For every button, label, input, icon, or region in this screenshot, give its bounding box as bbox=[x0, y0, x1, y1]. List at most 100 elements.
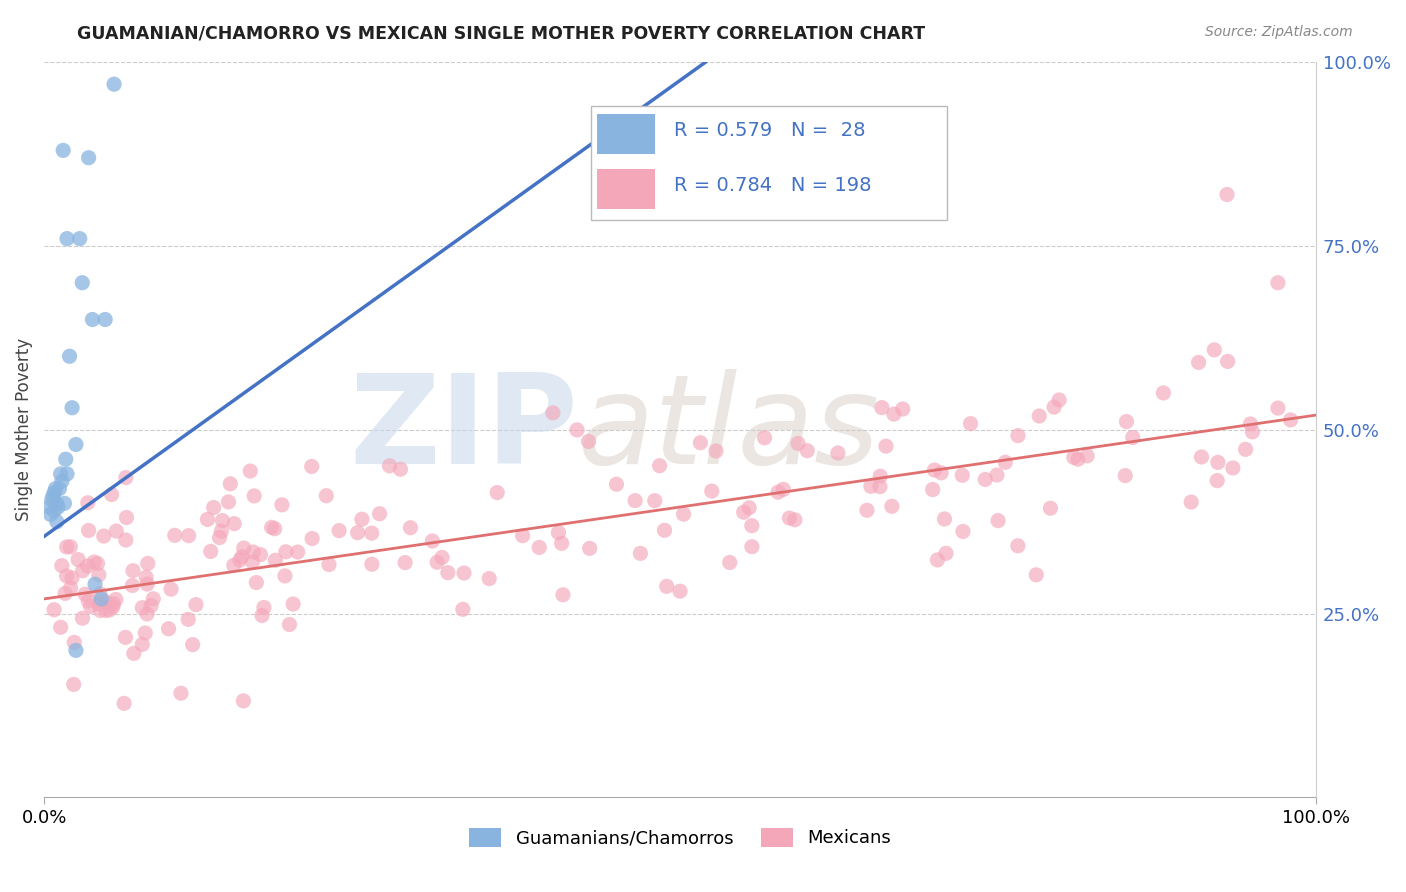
Mexicans bbox=[1267, 276, 1289, 290]
Mexicans bbox=[669, 584, 692, 599]
Mexicans bbox=[136, 557, 159, 571]
Mexicans bbox=[389, 462, 412, 476]
FancyBboxPatch shape bbox=[591, 106, 948, 220]
Mexicans bbox=[231, 549, 253, 564]
Guamanians/Chamorros bbox=[65, 437, 87, 451]
Mexicans bbox=[870, 401, 893, 415]
Mexicans bbox=[245, 575, 267, 590]
Mexicans bbox=[1222, 461, 1244, 475]
Guamanians/Chamorros bbox=[45, 496, 67, 510]
Mexicans bbox=[271, 498, 294, 512]
Guamanians/Chamorros bbox=[44, 485, 66, 500]
Mexicans bbox=[1239, 417, 1261, 431]
Mexicans bbox=[891, 402, 914, 417]
Mexicans bbox=[927, 553, 949, 567]
Mexicans bbox=[42, 603, 65, 617]
Mexicans bbox=[1114, 468, 1136, 483]
Mexicans bbox=[139, 599, 162, 613]
Mexicans bbox=[426, 555, 449, 569]
Mexicans bbox=[100, 487, 122, 501]
Mexicans bbox=[181, 638, 204, 652]
Mexicans bbox=[624, 493, 647, 508]
Mexicans bbox=[328, 524, 350, 538]
Mexicans bbox=[550, 536, 572, 550]
Mexicans bbox=[53, 586, 76, 600]
Mexicans bbox=[55, 569, 77, 583]
Mexicans bbox=[987, 514, 1010, 528]
Mexicans bbox=[1122, 430, 1144, 444]
Mexicans bbox=[170, 686, 193, 700]
Mexicans bbox=[478, 572, 501, 586]
Mexicans bbox=[1076, 449, 1098, 463]
Mexicans bbox=[239, 464, 262, 478]
Mexicans bbox=[318, 558, 340, 572]
Mexicans bbox=[134, 626, 156, 640]
Mexicans bbox=[1067, 452, 1090, 467]
Mexicans bbox=[51, 558, 73, 573]
Mexicans bbox=[869, 469, 891, 483]
Guamanians/Chamorros bbox=[42, 489, 65, 503]
Y-axis label: Single Mother Poverty: Single Mother Poverty bbox=[15, 338, 32, 521]
Mexicans bbox=[87, 597, 110, 611]
Mexicans bbox=[200, 544, 222, 558]
Mexicans bbox=[783, 513, 806, 527]
Mexicans bbox=[242, 545, 264, 559]
Mexicans bbox=[301, 532, 323, 546]
Mexicans bbox=[243, 489, 266, 503]
Mexicans bbox=[77, 594, 100, 608]
Mexicans bbox=[628, 546, 651, 560]
Mexicans bbox=[301, 459, 323, 474]
Mexicans bbox=[232, 694, 254, 708]
Mexicans bbox=[950, 468, 973, 483]
Mexicans bbox=[924, 463, 946, 477]
Mexicans bbox=[287, 545, 309, 559]
Mexicans bbox=[177, 612, 200, 626]
Mexicans bbox=[274, 569, 297, 583]
Mexicans bbox=[1216, 354, 1239, 368]
Mexicans bbox=[827, 446, 849, 460]
Mexicans bbox=[131, 637, 153, 651]
Mexicans bbox=[578, 434, 600, 449]
Guamanians/Chamorros bbox=[90, 591, 112, 606]
Mexicans bbox=[1025, 567, 1047, 582]
Guamanians/Chamorros bbox=[69, 232, 91, 246]
Mexicans bbox=[565, 423, 588, 437]
Mexicans bbox=[77, 524, 100, 538]
Mexicans bbox=[934, 512, 956, 526]
Guamanians/Chamorros bbox=[48, 482, 70, 496]
Mexicans bbox=[63, 635, 86, 649]
Mexicans bbox=[422, 534, 444, 549]
Mexicans bbox=[655, 579, 678, 593]
Mexicans bbox=[394, 556, 416, 570]
Mexicans bbox=[114, 533, 136, 547]
Mexicans bbox=[101, 599, 124, 614]
Mexicans bbox=[986, 468, 1008, 483]
Mexicans bbox=[115, 510, 138, 524]
Mexicans bbox=[250, 608, 273, 623]
Mexicans bbox=[197, 512, 219, 526]
Mexicans bbox=[1063, 450, 1085, 465]
Mexicans bbox=[360, 558, 382, 572]
Mexicans bbox=[1234, 442, 1257, 457]
Mexicans bbox=[704, 444, 727, 458]
Mexicans bbox=[741, 540, 763, 554]
Text: Source: ZipAtlas.com: Source: ZipAtlas.com bbox=[1205, 25, 1353, 39]
Mexicans bbox=[72, 611, 94, 625]
Mexicans bbox=[360, 526, 382, 541]
Mexicans bbox=[55, 540, 77, 554]
Mexicans bbox=[260, 520, 283, 534]
Mexicans bbox=[368, 507, 391, 521]
Mexicans bbox=[224, 516, 246, 531]
Mexicans bbox=[437, 566, 460, 580]
Mexicans bbox=[59, 540, 82, 554]
Guamanians/Chamorros bbox=[45, 482, 67, 496]
Mexicans bbox=[856, 503, 879, 517]
Mexicans bbox=[62, 677, 84, 691]
Mexicans bbox=[644, 493, 666, 508]
Mexicans bbox=[453, 566, 475, 580]
Mexicans bbox=[1204, 343, 1226, 357]
Mexicans bbox=[76, 496, 98, 510]
Mexicans bbox=[1241, 425, 1264, 439]
Mexicans bbox=[274, 545, 297, 559]
Mexicans bbox=[59, 581, 82, 595]
